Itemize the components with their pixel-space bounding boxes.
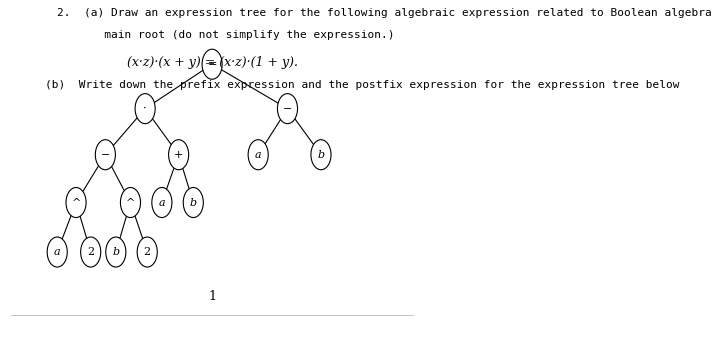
Ellipse shape (47, 237, 67, 267)
Ellipse shape (66, 187, 86, 218)
Text: b: b (112, 247, 119, 257)
Ellipse shape (81, 237, 101, 267)
Ellipse shape (183, 187, 203, 218)
Text: main root (do not simplify the expression.): main root (do not simplify the expressio… (57, 30, 395, 40)
Text: a: a (158, 197, 165, 208)
Text: a: a (54, 247, 61, 257)
Text: 2: 2 (87, 247, 94, 257)
Ellipse shape (311, 140, 331, 170)
Text: a: a (255, 150, 262, 160)
Ellipse shape (106, 237, 126, 267)
Text: =: = (207, 59, 217, 69)
Ellipse shape (277, 94, 297, 124)
Ellipse shape (152, 187, 172, 218)
Ellipse shape (96, 140, 116, 170)
Text: −: − (283, 104, 292, 113)
Text: b: b (190, 197, 197, 208)
Ellipse shape (202, 49, 222, 79)
Ellipse shape (120, 187, 140, 218)
Text: ·: · (143, 104, 147, 113)
Text: 1: 1 (208, 290, 216, 303)
Text: (x·z)·(x + y) = (x·z)·(1 + y).: (x·z)·(x + y) = (x·z)·(1 + y). (127, 56, 297, 69)
Ellipse shape (168, 140, 189, 170)
Text: (b)  Write down the prefix expression and the postfix expression for the express: (b) Write down the prefix expression and… (45, 79, 679, 90)
Ellipse shape (135, 94, 155, 124)
Ellipse shape (137, 237, 158, 267)
Text: ^: ^ (71, 197, 81, 208)
Text: ^: ^ (125, 197, 135, 208)
Text: −: − (101, 150, 110, 160)
Ellipse shape (248, 140, 268, 170)
Text: +: + (174, 150, 183, 160)
Text: b: b (317, 150, 324, 160)
Text: 2: 2 (143, 247, 150, 257)
Text: 2.  (a) Draw an expression tree for the following algebraic expression related t: 2. (a) Draw an expression tree for the f… (57, 8, 713, 18)
